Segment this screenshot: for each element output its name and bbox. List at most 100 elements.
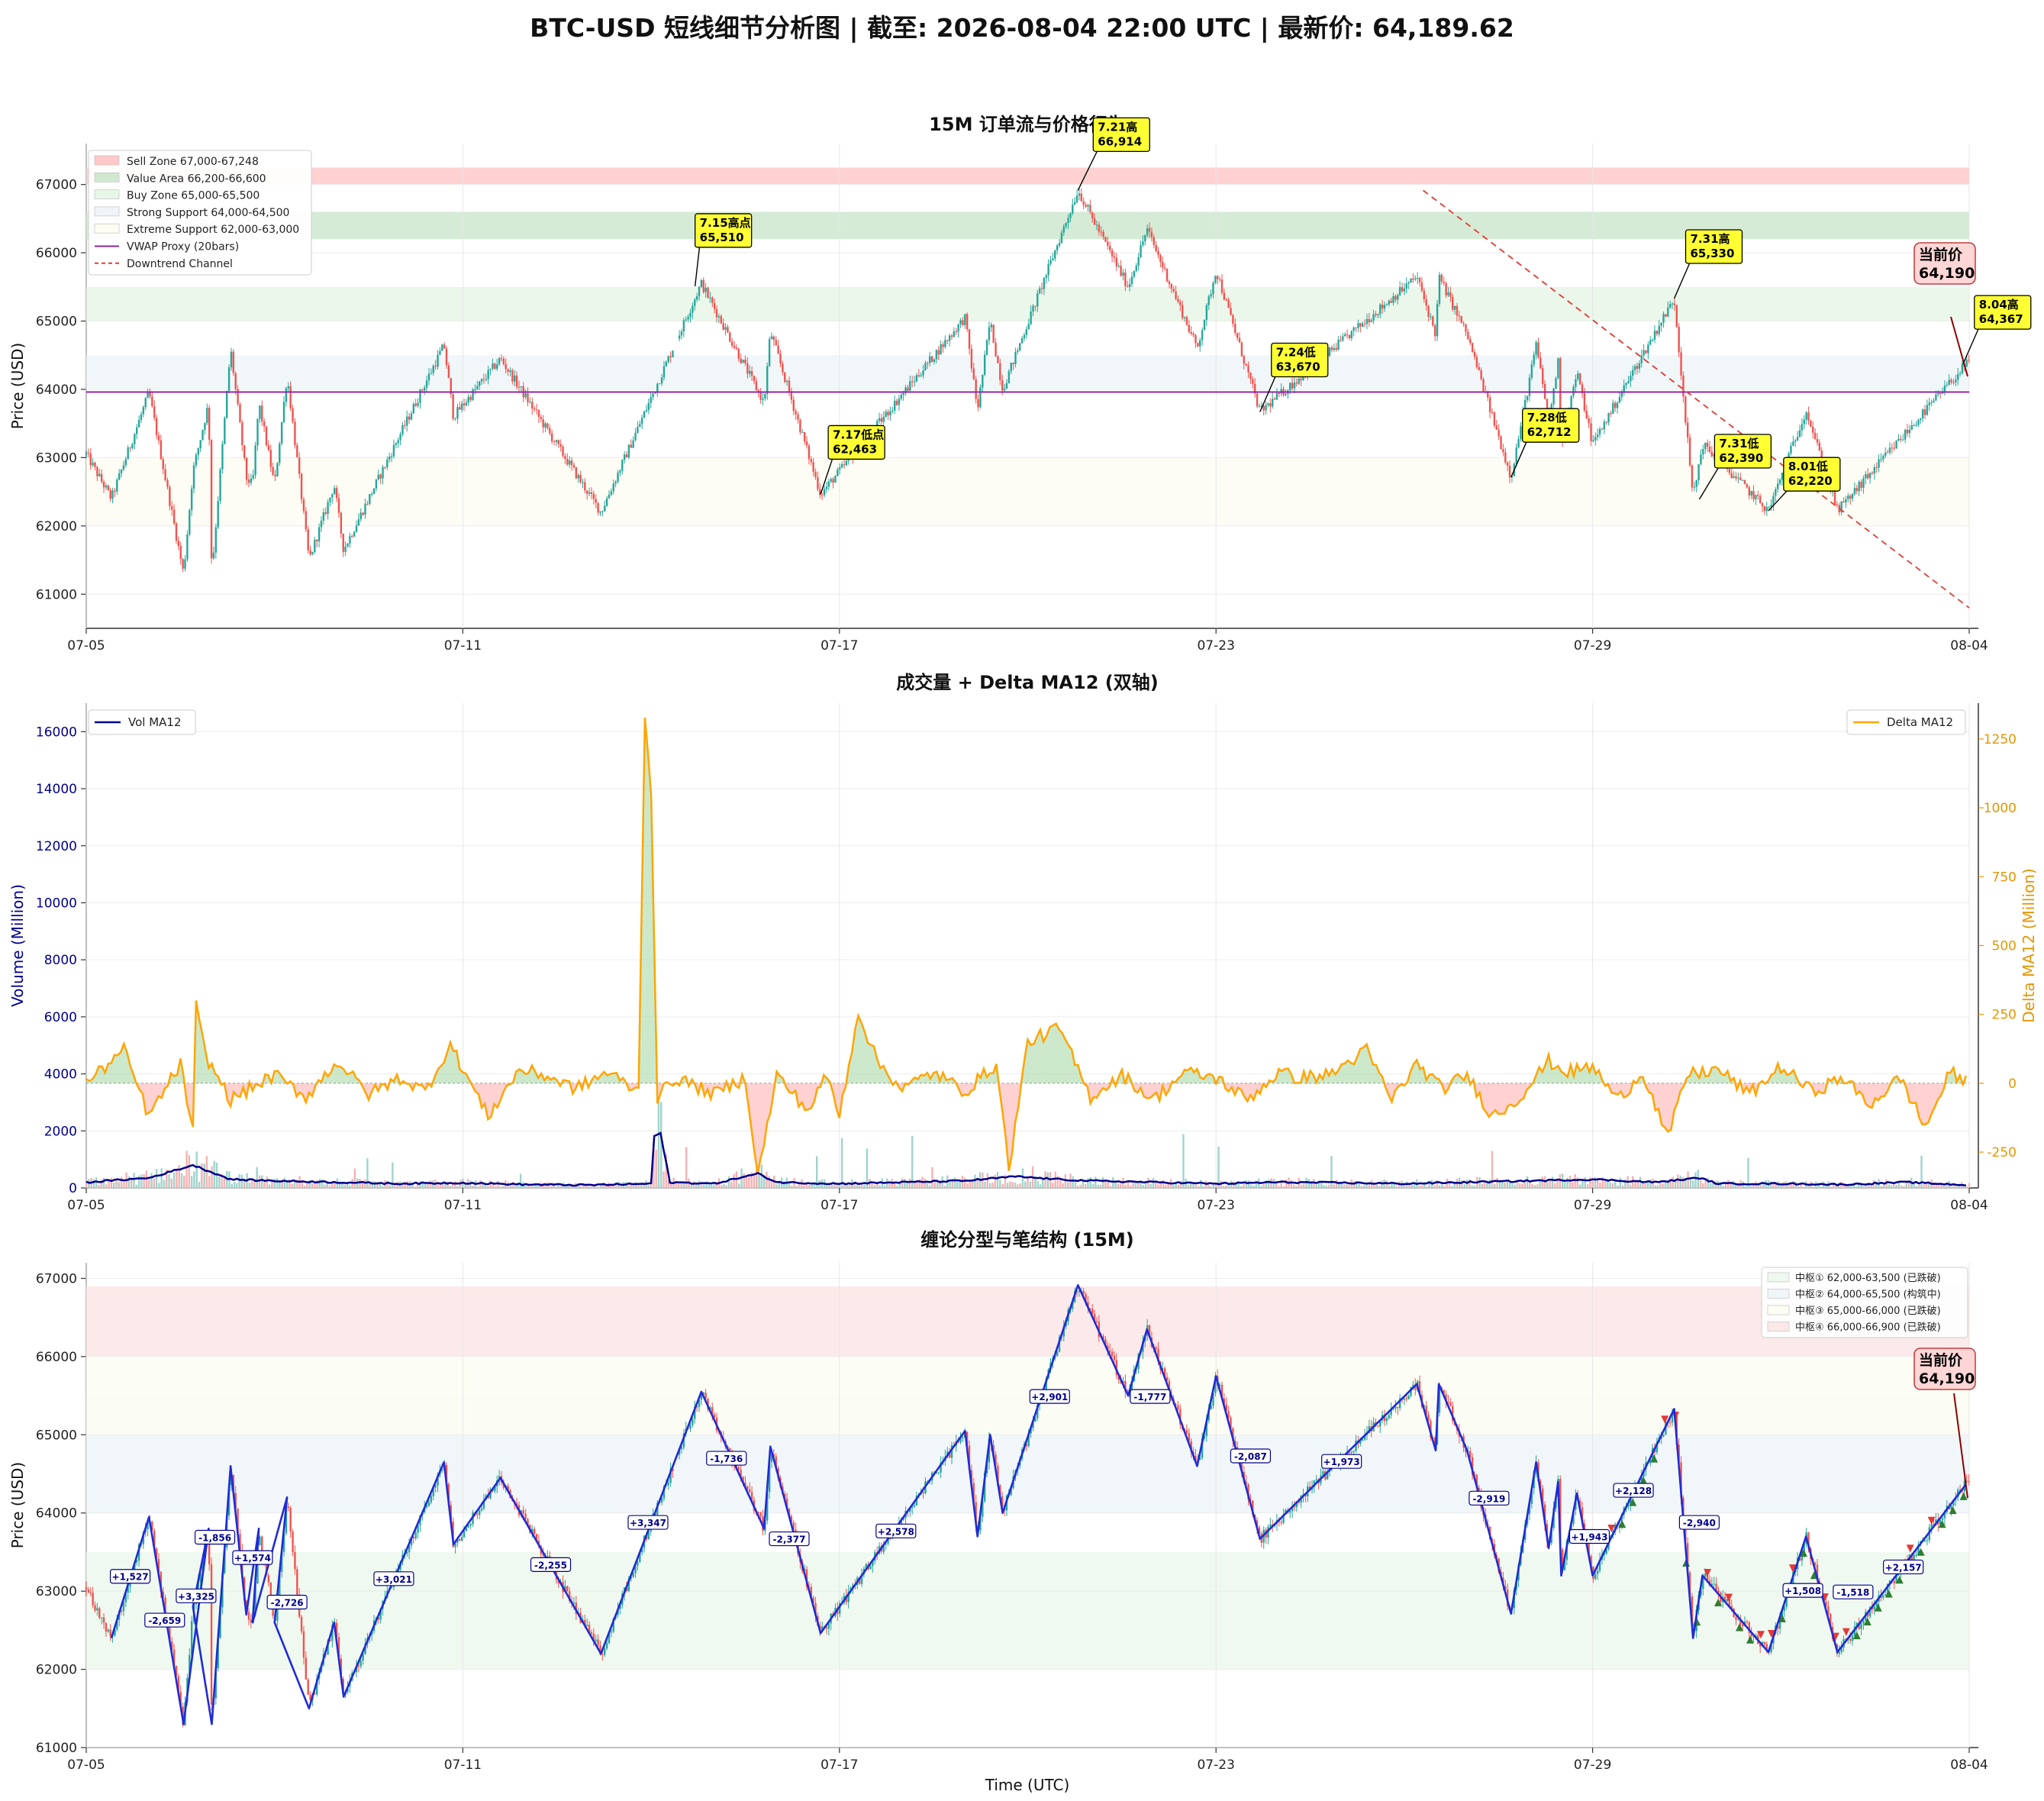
p1-candle-body bbox=[1508, 465, 1511, 478]
p3-candle-body bbox=[1433, 1438, 1436, 1444]
p1-candle-body bbox=[1588, 418, 1590, 424]
volume-bar bbox=[158, 1183, 160, 1188]
volume-bar bbox=[494, 1186, 497, 1188]
p1-candle-body bbox=[1192, 333, 1194, 335]
p1-candle-body bbox=[1260, 405, 1263, 407]
p3-candle-body bbox=[175, 1665, 178, 1677]
p1-candle-body bbox=[900, 395, 902, 399]
p1-candle-body bbox=[1194, 334, 1197, 344]
delta-fill bbox=[1332, 1069, 1336, 1083]
p1-candle-body bbox=[520, 386, 523, 388]
volume-bar bbox=[379, 1183, 382, 1188]
p1-candle-body bbox=[595, 499, 597, 503]
p1-candle-body bbox=[1265, 405, 1267, 411]
p1-candle-body bbox=[1933, 400, 1935, 402]
p3-candle-body bbox=[749, 1489, 751, 1493]
volume-bar bbox=[1127, 1182, 1130, 1188]
volume-bar bbox=[1965, 1186, 1968, 1188]
volume-bar bbox=[1486, 1182, 1488, 1188]
volume-bar bbox=[974, 1174, 976, 1188]
p3-candle-body bbox=[259, 1536, 261, 1545]
p1-candle-body bbox=[169, 486, 171, 506]
p2-ytick-right-label: -250 bbox=[1987, 1145, 2017, 1160]
p3-candle-body bbox=[147, 1521, 149, 1530]
p1-candle-body bbox=[757, 390, 759, 392]
p1-candle-body bbox=[1182, 305, 1184, 318]
p3-candle-body bbox=[1759, 1644, 1762, 1647]
volume-bar bbox=[1689, 1180, 1692, 1188]
volume-bar bbox=[1523, 1182, 1526, 1188]
delta-fill bbox=[751, 1083, 755, 1154]
volume-bar bbox=[1222, 1186, 1225, 1188]
volume-bar bbox=[421, 1181, 424, 1188]
p3-candle-body bbox=[590, 1632, 593, 1634]
volume-bar bbox=[176, 1168, 178, 1188]
volume-bar bbox=[98, 1184, 100, 1188]
p3-candle-body bbox=[1397, 1406, 1399, 1409]
p1-candle-body bbox=[555, 440, 558, 442]
p1-candle-body bbox=[950, 335, 953, 337]
p1-candle-body bbox=[1575, 379, 1577, 387]
volume-bar bbox=[511, 1182, 514, 1188]
volume-bar bbox=[1182, 1134, 1185, 1188]
volume-bar bbox=[585, 1184, 587, 1188]
p1-candle-body bbox=[1107, 241, 1109, 246]
current-price-text: 当前价 bbox=[1919, 246, 1963, 263]
p1-candle-body bbox=[441, 344, 443, 351]
p3-candle-body bbox=[1418, 1381, 1421, 1396]
p1-candle-body bbox=[1142, 241, 1144, 246]
volume-bar bbox=[1619, 1177, 1621, 1188]
p1-candle-body bbox=[1533, 354, 1535, 365]
p1-candle-body bbox=[995, 343, 997, 357]
volume-bar bbox=[637, 1184, 640, 1188]
volume-bar bbox=[170, 1178, 173, 1188]
p1-candle-body bbox=[118, 473, 121, 480]
volume-bar bbox=[1634, 1180, 1636, 1188]
p1-candle-body bbox=[412, 403, 415, 414]
p1-candle-body bbox=[887, 412, 889, 416]
volume-bar bbox=[140, 1174, 143, 1188]
p3-candle-body bbox=[889, 1538, 891, 1539]
volume-bar bbox=[550, 1186, 552, 1188]
volume-bar bbox=[949, 1182, 951, 1188]
delta-fill bbox=[302, 1083, 306, 1102]
volume-bar bbox=[1694, 1172, 1697, 1188]
p1-candle-body bbox=[1272, 399, 1274, 407]
delta-fill bbox=[858, 1015, 862, 1083]
p1-candle-body bbox=[1775, 489, 1777, 496]
p1-candle-body bbox=[1269, 403, 1272, 407]
p1-candle-body bbox=[1432, 316, 1434, 326]
delta-fill bbox=[102, 1066, 105, 1083]
p1-candle-body bbox=[832, 479, 834, 483]
p3-candle-body bbox=[1873, 1606, 1876, 1610]
p3-candle-body bbox=[612, 1619, 614, 1632]
p1-candle-body bbox=[929, 356, 931, 363]
volume-bar bbox=[906, 1182, 908, 1188]
p1-candle-body bbox=[116, 479, 118, 492]
delta-fill bbox=[482, 1083, 485, 1108]
p3-candle-body bbox=[1280, 1522, 1282, 1523]
p1-candle-body bbox=[1388, 300, 1390, 305]
p1-candle-body bbox=[1618, 396, 1621, 403]
p1-candle-body bbox=[445, 348, 448, 366]
p1-candle-body bbox=[1253, 383, 1256, 394]
p1-candle-body bbox=[357, 519, 360, 526]
p1-candle-body bbox=[105, 486, 108, 488]
p1-candle-body bbox=[1577, 373, 1579, 379]
delta-fill bbox=[1379, 1073, 1383, 1083]
p3-candle-body bbox=[1203, 1436, 1206, 1438]
p3-candle-body bbox=[1735, 1617, 1737, 1620]
p3-candle-body bbox=[1412, 1384, 1414, 1387]
p1-candle-body bbox=[1394, 295, 1397, 300]
p3-ytick-label: 64000 bbox=[36, 1506, 77, 1522]
volume-bar bbox=[321, 1179, 324, 1188]
delta-fill bbox=[324, 1072, 328, 1083]
volume-bar bbox=[1654, 1185, 1657, 1188]
p1-candle-body bbox=[129, 447, 131, 449]
p1-candle-body bbox=[1506, 462, 1509, 466]
volume-bar bbox=[1511, 1183, 1514, 1188]
p1-candle-body bbox=[511, 370, 514, 382]
delta-fill bbox=[1065, 1039, 1069, 1083]
p1-candle-body bbox=[968, 329, 971, 349]
volume-bar bbox=[1659, 1181, 1662, 1188]
